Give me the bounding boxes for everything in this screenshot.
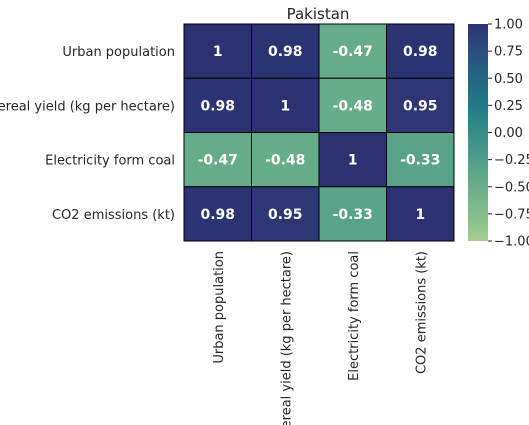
cell-value-label: 0.95 <box>403 98 438 114</box>
cell-value-label: 1 <box>280 98 290 114</box>
cell-value-label: -0.47 <box>198 153 238 169</box>
row-label: Urban population <box>62 45 175 60</box>
colorbar-tick-label: 0.25 <box>494 99 523 114</box>
cell-value-label: -0.47 <box>333 44 373 60</box>
row-label: Electricity form coal <box>45 154 175 169</box>
colorbar-tick-label: −0.25 <box>494 153 529 168</box>
column-label: Cereal yield (kg per hectare) <box>279 251 294 425</box>
colorbar-tick-label: −0.75 <box>494 207 529 222</box>
colorbar-tick-label: 0.50 <box>494 72 523 87</box>
colorbar-tick-label: 0.75 <box>494 45 523 60</box>
cell-value-label: 0.98 <box>403 44 438 60</box>
row-labels: Urban population Cereal yield (kg per hec… <box>0 45 175 223</box>
row-label: CO2 emissions (kt) <box>52 208 175 223</box>
heatmap-cells: 1 0.98 -0.47 0.98 0.98 1 -0.48 0.95 -0.47 -0.48 1 -… <box>184 24 454 241</box>
colorbar-ticks: 1.00 0.75 0.50 0.25 0.00 −0.25 −0.50 −0.75 −1.00 <box>488 18 529 250</box>
column-label: Urban population <box>212 251 227 364</box>
cell-value-label: -0.33 <box>400 153 440 169</box>
cell-value-label: 0.95 <box>268 207 303 223</box>
colorbar-tick-label: 1.00 <box>494 18 523 33</box>
column-labels: Urban population Cereal yield (kg per hec… <box>212 251 430 425</box>
column-label: CO2 emissions (kt) <box>414 251 429 374</box>
cell-value-label: 0.98 <box>268 44 303 60</box>
cell-value-label: 0.98 <box>200 98 235 114</box>
colorbar <box>468 24 488 241</box>
cell-value-label: 0.98 <box>200 207 235 223</box>
cell-value-label: 1 <box>415 207 425 223</box>
cell-value-label: -0.48 <box>333 98 373 114</box>
cell-value-label: -0.33 <box>333 207 373 223</box>
colorbar-tick-label: 0.00 <box>494 126 523 141</box>
column-label: Electricity form coal <box>347 251 362 381</box>
cell-value-label: -0.48 <box>265 153 305 169</box>
colorbar-tick-label: −0.50 <box>494 180 529 195</box>
chart-title: Pakistan <box>287 5 350 23</box>
row-label: Cereal yield (kg per hectare) <box>0 99 175 114</box>
colorbar-tick-label: −1.00 <box>494 235 529 250</box>
cell-value-label: 1 <box>213 44 223 60</box>
cell-value-label: 1 <box>348 153 358 169</box>
